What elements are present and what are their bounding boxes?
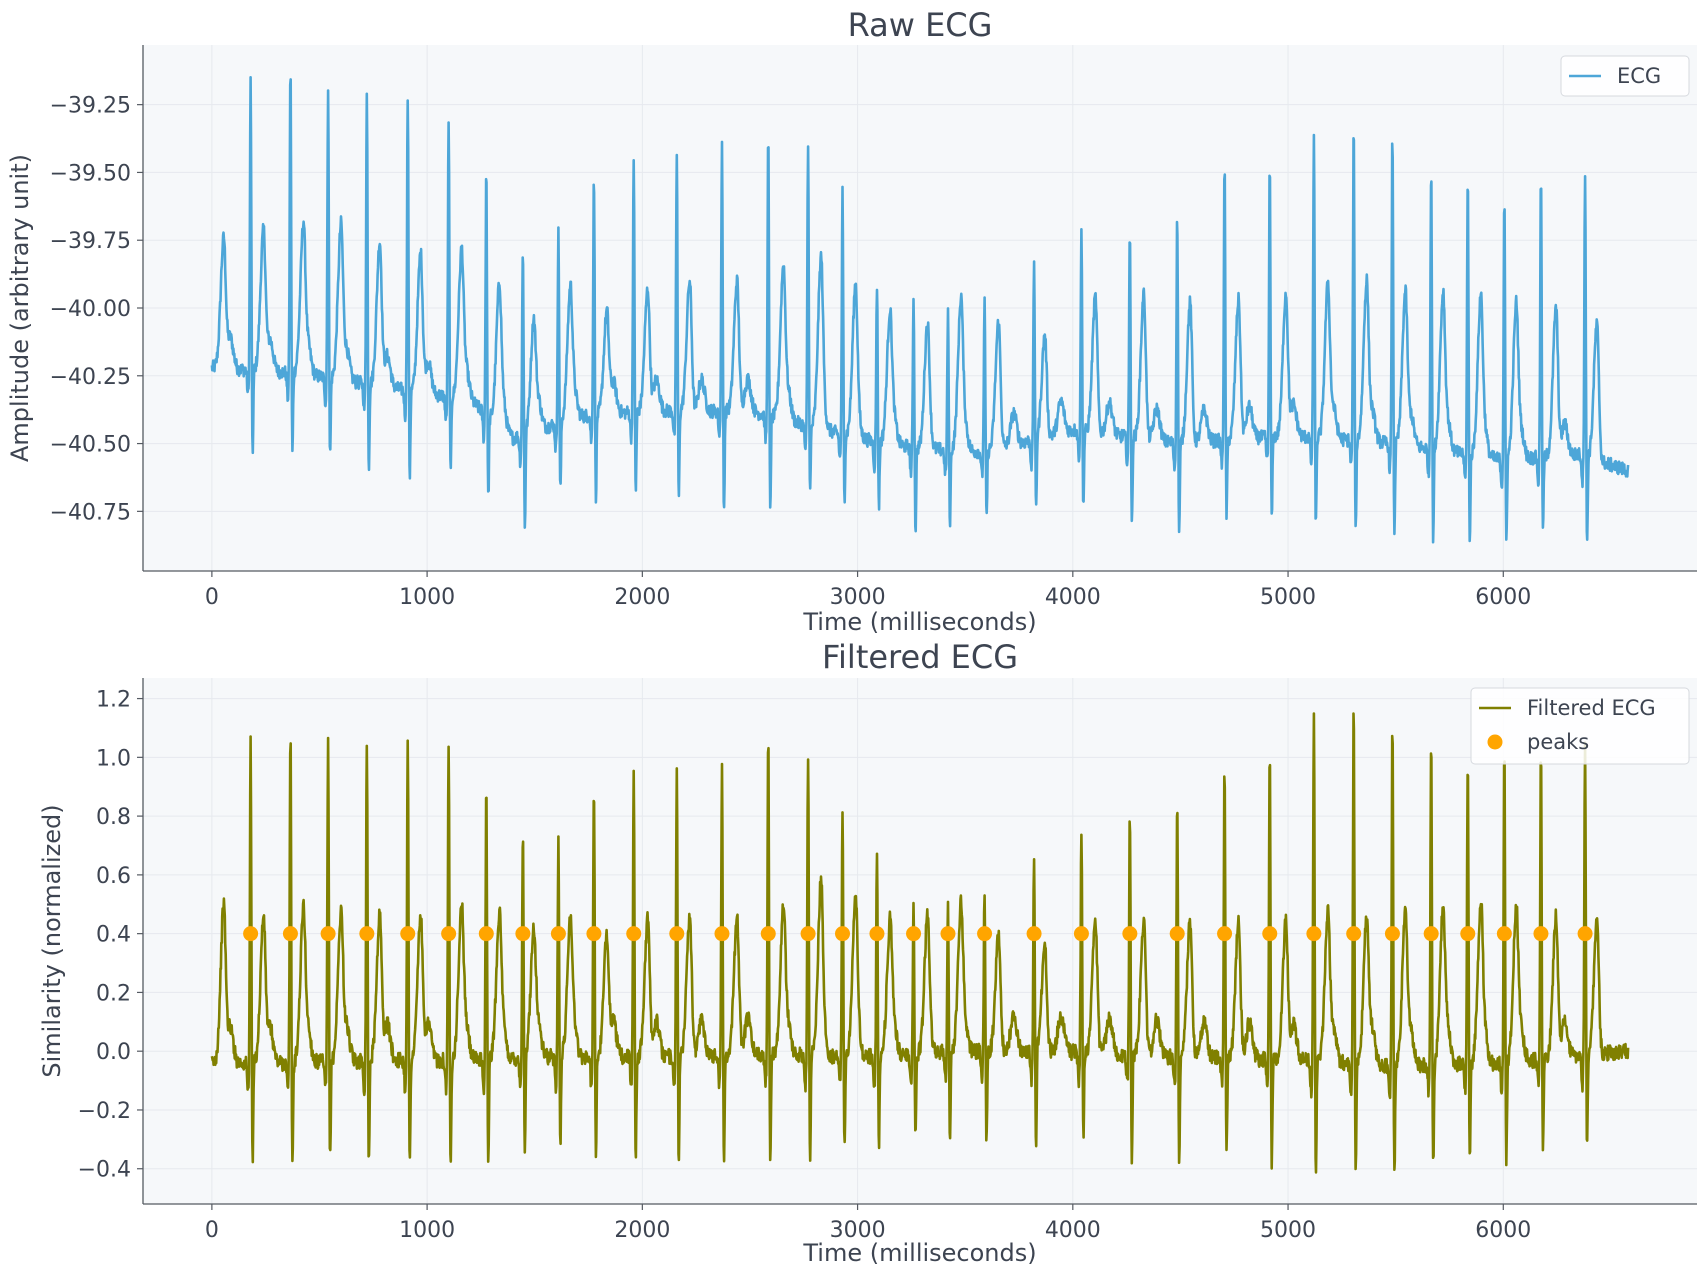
y-axis-label: Amplitude (arbitrary unit): [6, 154, 34, 462]
x-tick-label: 2000: [614, 585, 670, 610]
y-tick-label: −40.50: [50, 433, 131, 458]
tick-labels: 0 1000 2000 3000 4000 5000 6000 1.2 1.0 0.8 0.6 0.4…: [78, 688, 1532, 1243]
peak-marker: [1384, 926, 1400, 942]
x-axis-label: Time (milliseconds): [802, 1239, 1036, 1267]
x-tick-label: 2000: [614, 1218, 670, 1243]
x-tick-label: 4000: [1045, 1218, 1101, 1243]
peak-marker: [515, 926, 531, 942]
x-axis-label: Time (milliseconds): [802, 608, 1036, 636]
y-tick-label: 0.2: [96, 981, 131, 1006]
legend-box: [1560, 55, 1690, 97]
peak-marker: [1423, 926, 1439, 942]
peak-marker: [1026, 926, 1042, 942]
peak-marker: [626, 926, 642, 942]
filtered-ecg-chart: 0 1000 2000 3000 4000 5000 6000 1.2 1.0 0.8 0.6 0.4…: [38, 638, 1697, 1267]
y-tick-label: −40.25: [50, 365, 131, 390]
legend: Filtered ECG peaks: [1470, 687, 1690, 765]
tick-labels: 0 1000 2000 3000 4000 5000 6000 −39.25 −39.50 −39…: [50, 94, 1532, 610]
peak-marker: [835, 926, 851, 942]
y-tick-label: 0.4: [96, 923, 131, 948]
x-tick-label: 3000: [830, 1218, 886, 1243]
x-tick-label: 1000: [399, 585, 455, 610]
y-tick-label: −39.75: [50, 229, 131, 254]
data-layer: [210, 76, 1630, 544]
x-tick-label: 6000: [1475, 1218, 1531, 1243]
peak-marker: [1577, 926, 1593, 942]
peak-marker: [1217, 926, 1233, 942]
peak-marker: [1169, 926, 1185, 942]
peak-marker: [1073, 926, 1089, 942]
peak-marker: [940, 926, 956, 942]
peak-marker: [1122, 926, 1138, 942]
peak-marker: [441, 926, 457, 942]
x-tick-label: 1000: [399, 1218, 455, 1243]
x-tick-label: 5000: [1260, 1218, 1316, 1243]
peak-marker: [550, 926, 566, 942]
peak-marker: [669, 926, 685, 942]
x-tick-label: 6000: [1475, 585, 1531, 610]
y-tick-label: −40.75: [50, 500, 131, 525]
peak-marker: [586, 926, 602, 942]
y-tick-label: 0.0: [96, 1040, 131, 1065]
x-tick-label: 0: [205, 1218, 219, 1243]
axes: [137, 45, 1697, 577]
y-tick-label: −0.4: [78, 1158, 131, 1183]
axes: [137, 678, 1697, 1210]
peak-marker: [282, 926, 298, 942]
y-tick-label: 1.0: [96, 746, 131, 771]
peak-marker: [977, 926, 993, 942]
peak-marker: [1533, 926, 1549, 942]
peak-marker: [1460, 926, 1476, 942]
y-tick-label: 1.2: [96, 688, 131, 713]
raw-ecg-chart: 0 1000 2000 3000 4000 5000 6000 −39.25 −39.50 −39…: [6, 6, 1697, 636]
legend-label-ecg: ECG: [1617, 64, 1661, 88]
plot-area: [143, 678, 1697, 1204]
y-axis-label: Similarity (normalized): [38, 804, 66, 1077]
peak-marker: [906, 926, 922, 942]
legend-label-filtered-ecg: Filtered ECG: [1527, 696, 1656, 720]
peak-marker: [800, 926, 816, 942]
y-tick-label: −0.2: [78, 1099, 131, 1124]
y-tick-label: 0.8: [96, 805, 131, 830]
peak-marker: [243, 926, 259, 942]
peak-marker: [714, 926, 730, 942]
grid-lines: [143, 45, 1697, 571]
peak-marker: [760, 926, 776, 942]
peak-marker: [1346, 926, 1362, 942]
legend-marker-peaks: [1487, 734, 1503, 750]
y-tick-label: −40.00: [50, 297, 131, 322]
y-tick-label: −39.50: [50, 161, 131, 186]
x-tick-label: 5000: [1260, 585, 1316, 610]
peak-marker: [359, 926, 375, 942]
chart-title: Raw ECG: [848, 6, 993, 44]
legend-label-peaks: peaks: [1527, 730, 1589, 754]
peak-marker: [1496, 926, 1512, 942]
data-layer: [210, 712, 1630, 1174]
peak-marker: [400, 926, 416, 942]
peak-marker: [320, 926, 336, 942]
legend: ECG: [1560, 55, 1690, 97]
peak-marker: [478, 926, 494, 942]
ecg-series-line: [210, 76, 1630, 544]
x-tick-label: 3000: [830, 585, 886, 610]
peak-marker: [1262, 926, 1278, 942]
chart-title: Filtered ECG: [822, 638, 1018, 676]
y-tick-label: −39.25: [50, 94, 131, 119]
x-tick-label: 4000: [1045, 585, 1101, 610]
legend-box: [1470, 687, 1690, 765]
y-tick-label: 0.6: [96, 864, 131, 889]
peak-marker: [869, 926, 885, 942]
x-tick-label: 0: [205, 585, 219, 610]
peak-marker: [1306, 926, 1322, 942]
filtered-ecg-series-line: [210, 712, 1630, 1174]
